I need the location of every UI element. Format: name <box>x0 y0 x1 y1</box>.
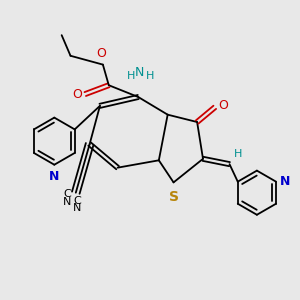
Text: H: H <box>146 71 154 81</box>
Text: N: N <box>73 203 82 213</box>
Text: O: O <box>218 99 228 112</box>
Text: C: C <box>64 189 71 199</box>
Text: H: H <box>234 149 242 159</box>
Text: O: O <box>97 47 106 60</box>
Text: N: N <box>135 66 144 79</box>
Text: C: C <box>74 196 81 206</box>
Text: N: N <box>280 175 290 188</box>
Text: N: N <box>49 170 59 183</box>
Text: N: N <box>63 196 71 206</box>
Text: H: H <box>127 71 135 81</box>
Text: O: O <box>72 88 82 100</box>
Text: S: S <box>169 190 178 204</box>
